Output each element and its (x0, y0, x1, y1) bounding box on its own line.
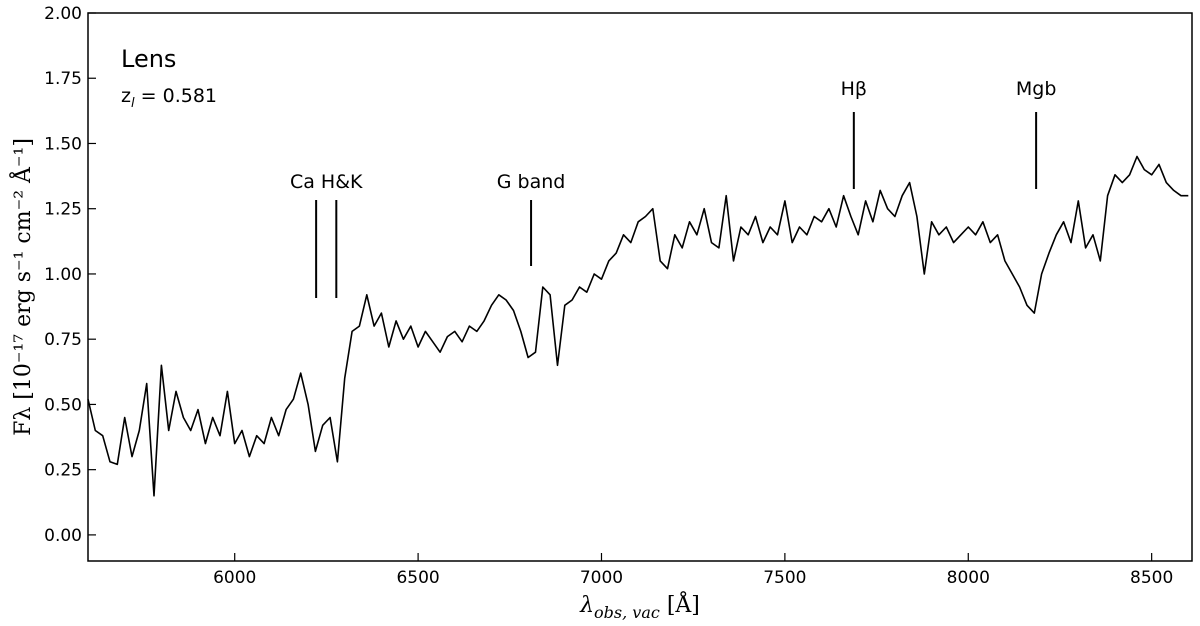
y-tick-label: 0.25 (44, 461, 82, 481)
y-axis-label: Fλ [10⁻¹⁷ erg s⁻¹ cm⁻² Å⁻¹] (8, 138, 36, 436)
y-tick-label: 1.50 (44, 134, 82, 154)
y-tick-label: 1.25 (44, 200, 82, 220)
x-tick-label: 6000 (213, 568, 256, 588)
y-tick-label: 1.75 (44, 69, 82, 89)
x-label-sub: obs, vac (594, 603, 660, 622)
feature-label: Mgb (1016, 78, 1057, 100)
redshift-label: zl = 0.581 (121, 85, 217, 111)
spectrum-line (87, 155, 1189, 497)
feature-label: Hβ (841, 78, 867, 100)
y-tick-label: 0.50 (44, 395, 82, 415)
y-tick-label: 2.00 (44, 4, 82, 24)
x-tick-label: 8000 (947, 568, 990, 588)
y-tick-label: 0.00 (44, 526, 82, 546)
y-tick-label: 1.00 (44, 265, 82, 285)
z-base: z (121, 85, 131, 107)
feature-label: Ca H&K (290, 171, 363, 193)
x-tick-label: 6500 (396, 568, 439, 588)
x-tick-label: 8500 (1130, 568, 1173, 588)
feature-label: G band (497, 171, 566, 193)
x-tick-label: 7500 (763, 568, 806, 588)
x-label-rest: [Å] (660, 590, 700, 618)
x-label-base: λ (579, 593, 594, 618)
x-axis-label: λobs, vac [Å] (579, 590, 700, 622)
plot-frame (87, 12, 1193, 562)
lens-label: Lens (121, 45, 176, 73)
z-rest: = 0.581 (135, 85, 217, 107)
x-tick-label: 7000 (580, 568, 623, 588)
y-tick-label: 0.75 (44, 330, 82, 350)
z-sub: l (131, 96, 135, 111)
